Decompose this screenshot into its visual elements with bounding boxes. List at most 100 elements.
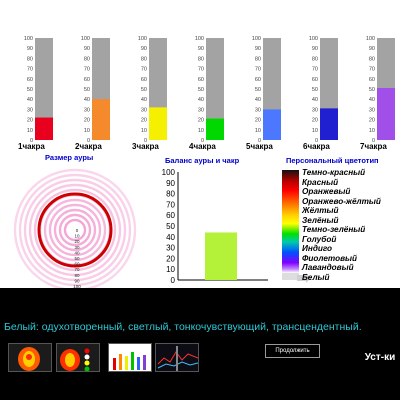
chakra-tick-label: 0 bbox=[258, 138, 261, 144]
chakra-tick-label: 10 bbox=[84, 128, 90, 134]
chakra-bar bbox=[35, 117, 53, 140]
balance-tick-label: 100 bbox=[162, 168, 176, 177]
chakra-tick-label: 60 bbox=[84, 77, 90, 83]
chakra-label: 6чакра bbox=[303, 142, 330, 151]
chakra-tick-label: 90 bbox=[141, 46, 147, 52]
balance-tick-label: 90 bbox=[166, 179, 175, 188]
balance-tick-label: 80 bbox=[166, 190, 175, 199]
chakra-label: 2чакра bbox=[75, 142, 102, 151]
chakra-bar bbox=[320, 108, 338, 140]
chakra-tick-label: 90 bbox=[255, 46, 261, 52]
aura-halo-ring bbox=[48, 203, 102, 257]
balance-tick-label: 50 bbox=[166, 222, 175, 231]
chakra-tick-label: 100 bbox=[24, 36, 33, 42]
chakra-tick-label: 80 bbox=[198, 56, 204, 62]
colortype-item: Белый bbox=[302, 272, 330, 282]
chakra-tick-label: 20 bbox=[141, 118, 147, 124]
colortype-item: Голубой bbox=[302, 234, 337, 244]
chakra-tick-label: 30 bbox=[312, 107, 318, 113]
aura-scale-label: 0 bbox=[76, 228, 79, 233]
colortype-item: Фиолетовый bbox=[302, 253, 358, 263]
chakra-tick-label: 100 bbox=[195, 36, 204, 42]
chakra-tick-label: 20 bbox=[255, 118, 261, 124]
chakra-tick-label: 40 bbox=[255, 97, 261, 103]
chakra-tick-label: 60 bbox=[312, 77, 318, 83]
chakra-bar bbox=[263, 109, 281, 140]
chakra-tick-label: 10 bbox=[369, 128, 375, 134]
chakra-tick-label: 40 bbox=[198, 97, 204, 103]
chakra-tick-label: 20 bbox=[312, 118, 318, 124]
aura-scale-label: 40 bbox=[74, 250, 80, 255]
balance-tick-label: 30 bbox=[166, 244, 175, 253]
color-description: Белый: одухотворенный, светлый, тонкочув… bbox=[4, 321, 362, 333]
chakra-tick-label: 80 bbox=[312, 56, 318, 62]
chakra-bars-thumb-icon bbox=[109, 344, 151, 371]
chakra-bar bbox=[206, 118, 224, 140]
chakra-tick-label: 0 bbox=[372, 138, 375, 144]
graph-thumb-icon bbox=[156, 344, 198, 371]
colortype-item: Красный bbox=[302, 177, 339, 187]
chakra-tick-label: 40 bbox=[141, 97, 147, 103]
chakra-tick-label: 70 bbox=[369, 67, 375, 73]
chakra-tick-label: 50 bbox=[27, 87, 33, 93]
aura-scale-label: 20 bbox=[74, 239, 80, 244]
colortype-item: Темно-зелёный bbox=[302, 225, 366, 234]
chakra-tick-label: 70 bbox=[198, 67, 204, 73]
chakra-tick-label: 0 bbox=[87, 138, 90, 144]
chakra-tick-label: 90 bbox=[198, 46, 204, 52]
chakra-tick-label: 0 bbox=[315, 138, 318, 144]
chakra-tick-label: 50 bbox=[198, 87, 204, 93]
chakra-tick-label: 70 bbox=[27, 67, 33, 73]
graph-thumbnail[interactable] bbox=[155, 343, 199, 372]
chakra-tick-label: 30 bbox=[255, 107, 261, 113]
aura-scale-label: 60 bbox=[74, 262, 80, 267]
aura-halo-ring bbox=[23, 178, 127, 282]
aura-halo-ring bbox=[58, 213, 92, 247]
chakra-label: 5чакра bbox=[246, 142, 273, 151]
chakra-tick-label: 10 bbox=[27, 128, 33, 134]
chakra-tick-label: 0 bbox=[30, 138, 33, 144]
chakra-tick-label: 30 bbox=[198, 107, 204, 113]
aura-halo-ring bbox=[28, 183, 122, 277]
settings-button[interactable]: Уст-ки bbox=[360, 345, 400, 370]
chakra-tick-label: 50 bbox=[369, 87, 375, 93]
colortype-item: Зелёный bbox=[302, 215, 339, 225]
aura-scale-label: 100 bbox=[73, 284, 81, 288]
chakra-tick-label: 50 bbox=[141, 87, 147, 93]
colortype-item: Оранжево-жёлтый bbox=[302, 196, 381, 206]
chakra-tick-label: 100 bbox=[366, 36, 375, 42]
chakra-bar-chart: 0102030405060708090100010203040506070809… bbox=[24, 36, 395, 144]
chakra-tick-label: 30 bbox=[84, 107, 90, 113]
chakra-bar bbox=[149, 107, 167, 140]
balance-tick-label: 40 bbox=[166, 233, 175, 242]
chakra-tick-label: 80 bbox=[141, 56, 147, 62]
aura-scale-label: 80 bbox=[74, 273, 80, 278]
chakra-tick-label: 0 bbox=[144, 138, 147, 144]
chakra-tick-label: 10 bbox=[141, 128, 147, 134]
chakra-bars-thumbnail[interactable] bbox=[108, 343, 152, 372]
chakra-tick-label: 30 bbox=[369, 107, 375, 113]
colortype-item: Темно-красный bbox=[302, 168, 366, 177]
chakra-tick-label: 70 bbox=[312, 67, 318, 73]
aura-chakra-thumb-icon bbox=[60, 348, 90, 371]
chakra-tick-label: 100 bbox=[309, 36, 318, 42]
continue-button[interactable]: Продолжить bbox=[265, 344, 320, 358]
aura-chakra-thumbnail[interactable] bbox=[56, 343, 100, 372]
results-panel: 0 10 20 30 40 50 60 70 80 90 100 0 10 20 30 40 50 60 70 80 9… bbox=[0, 0, 400, 288]
balance-title: Баланс ауры и чакр bbox=[165, 156, 240, 165]
chakra-tick-label: 60 bbox=[255, 77, 261, 83]
chakra-tick-label: 40 bbox=[312, 97, 318, 103]
chakra-tick-label: 20 bbox=[84, 118, 90, 124]
aura-thumbnail[interactable] bbox=[8, 343, 52, 372]
chakra-tick-label: 30 bbox=[141, 107, 147, 113]
balance-bar bbox=[205, 232, 237, 280]
chakra-tick-label: 10 bbox=[312, 128, 318, 134]
colortype-item: Индиго bbox=[302, 244, 333, 253]
chakra-tick-label: 10 bbox=[255, 128, 261, 134]
aura-scale-label: 70 bbox=[74, 267, 80, 272]
chakra-bar bbox=[377, 87, 395, 140]
chakra-tick-label: 50 bbox=[255, 87, 261, 93]
aura-size-title: Размер ауры bbox=[45, 153, 94, 162]
